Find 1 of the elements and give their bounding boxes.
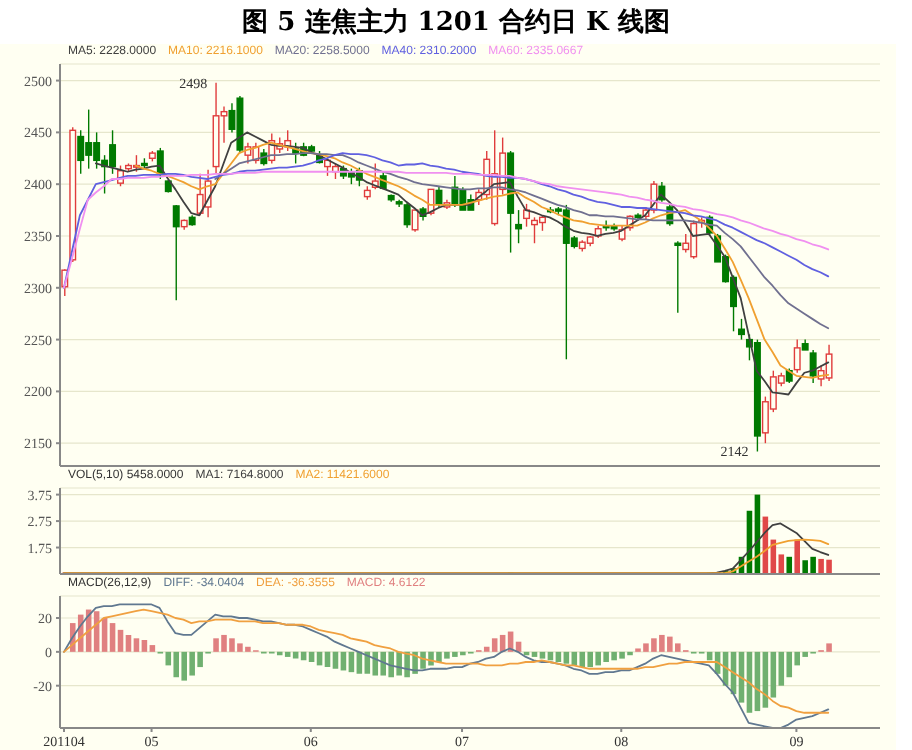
- chart-title: 图 5 连焦主力 1201 合约日 K 线图: [240, 5, 672, 40]
